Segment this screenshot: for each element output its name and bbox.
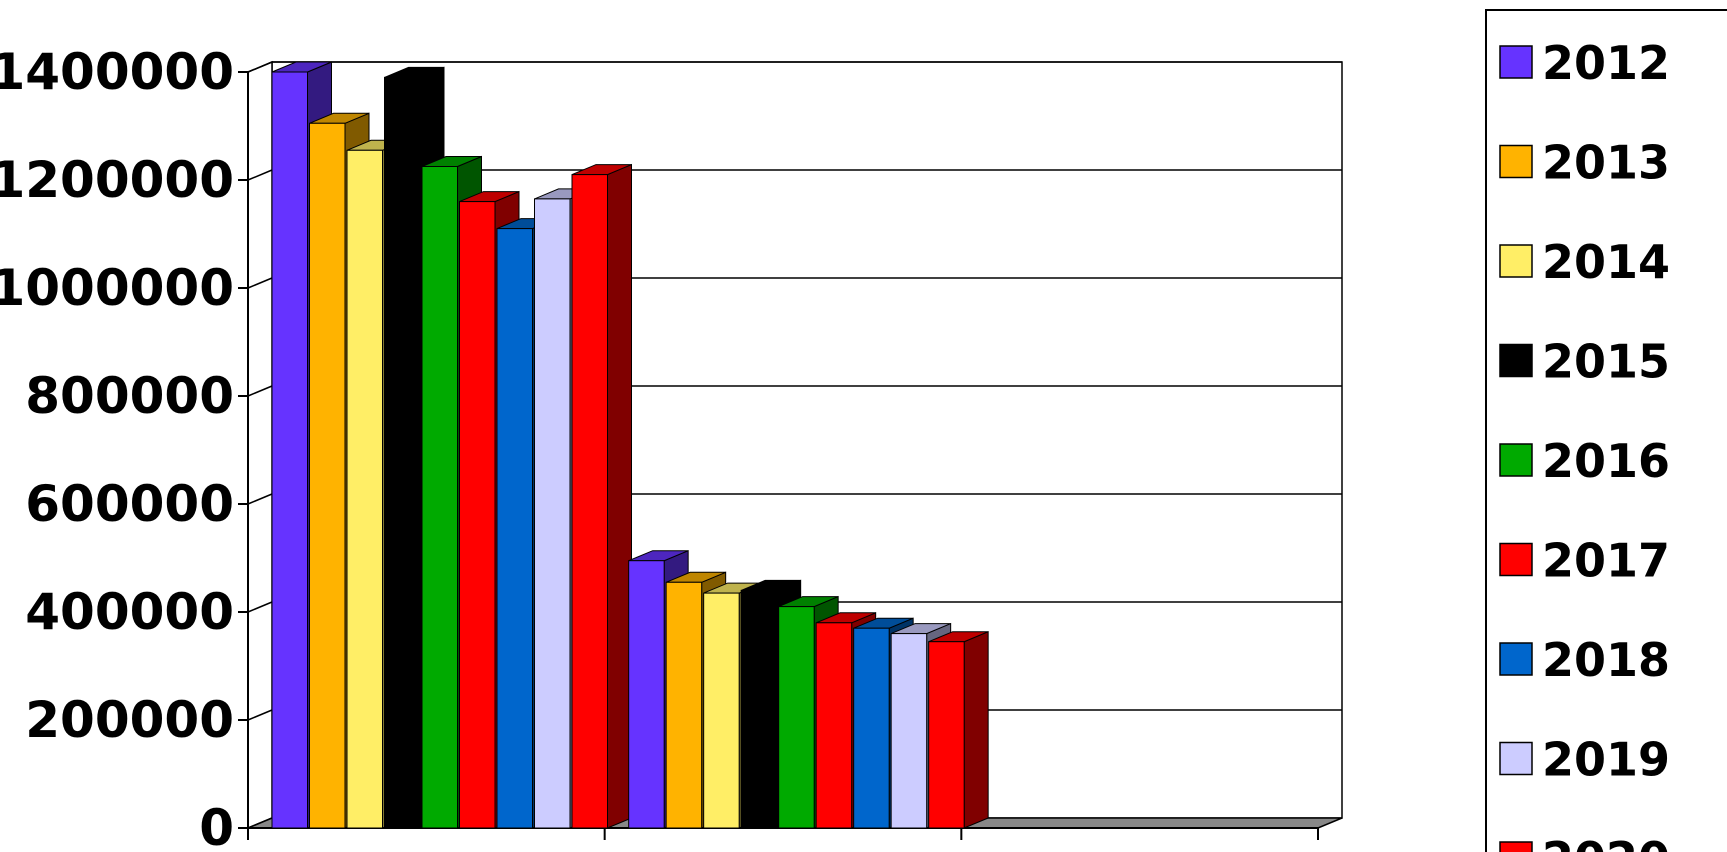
- bar-front: [421, 166, 458, 829]
- bar: [928, 630, 989, 829]
- bar-front: [853, 627, 890, 829]
- legend-swatch: [1499, 841, 1533, 852]
- y-tick-label: 800000: [25, 367, 234, 425]
- legend-swatch: [1499, 542, 1533, 577]
- y-tick-label: 0: [199, 799, 234, 852]
- legend-item: 2015: [1499, 335, 1670, 389]
- legend-item: 2013: [1499, 136, 1670, 190]
- legend-label: 2016: [1542, 434, 1670, 488]
- bar-front: [928, 641, 965, 829]
- legend-label: 2015: [1542, 335, 1670, 389]
- bar-front: [703, 592, 740, 829]
- legend-item: 2014: [1499, 235, 1670, 289]
- y-tick-label: 400000: [25, 583, 234, 641]
- legend-label: 2019: [1542, 733, 1670, 787]
- bar-front: [778, 606, 815, 829]
- bar-front: [459, 201, 496, 829]
- y-tick-label: 1400000: [0, 43, 234, 101]
- legend-swatch: [1499, 642, 1533, 676]
- legend-label: 2018: [1542, 633, 1670, 687]
- gridline-side: [247, 493, 273, 505]
- side-wall: [247, 60, 273, 830]
- legend-item: 2017: [1499, 534, 1670, 588]
- bar-front: [384, 76, 421, 829]
- gridline-side: [247, 709, 273, 721]
- y-tick-label: 200000: [25, 691, 234, 749]
- bar-side: [963, 630, 989, 829]
- y-tick-label: 1200000: [0, 151, 234, 209]
- legend-label: 2014: [1542, 235, 1670, 289]
- legend: 2012 2013 2014 2015 2016 2017 2018 2019 2020: [1485, 9, 1727, 852]
- bar-front: [346, 149, 383, 829]
- bar-front: [890, 633, 928, 829]
- legend-item: 2012: [1499, 36, 1670, 90]
- bar-front: [740, 589, 778, 829]
- bar-front: [534, 198, 571, 829]
- legend-label: 2020: [1542, 832, 1670, 852]
- legend-item: 2020: [1499, 832, 1670, 852]
- legend-item: 2019: [1499, 733, 1670, 787]
- bar-front: [309, 122, 346, 829]
- bar-front: [628, 560, 665, 829]
- bar-side: [607, 163, 632, 829]
- bar: [571, 163, 632, 829]
- gridline-side: [247, 61, 273, 73]
- y-tick-label: 600000: [25, 475, 234, 533]
- gridline-side: [247, 601, 273, 613]
- legend-swatch: [1499, 45, 1533, 79]
- legend-swatch: [1499, 244, 1533, 278]
- y-tick-label: 1000000: [0, 259, 234, 317]
- y-axis-ticks: 0 200000 400000 600000 800000 1000000 1200000 1…: [0, 43, 1319, 852]
- legend-swatch: [1499, 144, 1533, 179]
- gridline-side: [247, 277, 273, 289]
- bars: [271, 61, 989, 829]
- legend-swatch: [1499, 343, 1533, 378]
- legend-swatch: [1499, 443, 1533, 477]
- legend-label: 2012: [1542, 36, 1670, 90]
- legend-item: 2016: [1499, 434, 1670, 488]
- bar-front: [815, 622, 853, 829]
- gridline-side: [247, 169, 273, 181]
- legend-label: 2013: [1542, 136, 1670, 190]
- gridline-side: [247, 385, 273, 397]
- legend-label: 2017: [1542, 534, 1670, 588]
- bar-front: [665, 581, 703, 829]
- bar-front: [271, 71, 308, 829]
- legend-item: 2018: [1499, 633, 1670, 687]
- legend-swatch: [1499, 741, 1533, 776]
- bar-front: [496, 228, 533, 829]
- bar-front: [571, 174, 608, 829]
